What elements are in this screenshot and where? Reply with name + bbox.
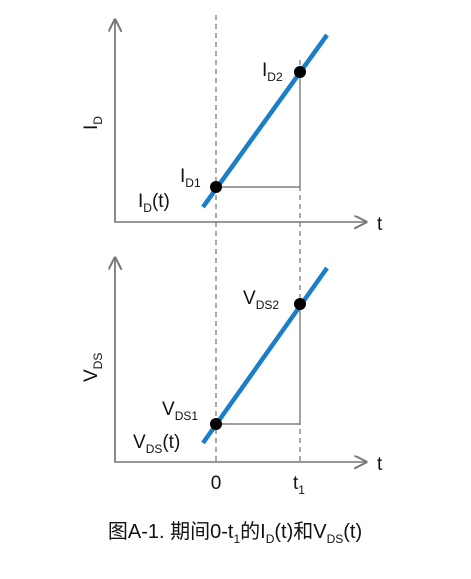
point-label: VDS1	[162, 399, 198, 423]
point-label: ID2	[262, 60, 283, 84]
y-label: ID	[81, 116, 105, 130]
caption-part: (t)	[343, 521, 362, 543]
point	[294, 66, 306, 78]
point	[294, 298, 306, 310]
caption-part: 图A-1. 期间0-t	[108, 520, 234, 543]
guide	[216, 304, 301, 425]
x-label: t	[377, 214, 383, 235]
caption-part: (t)和V	[274, 520, 327, 543]
point-label: VDS2	[243, 288, 279, 312]
point	[210, 418, 222, 430]
y-label: VDS	[81, 353, 105, 382]
id-line	[201, 33, 329, 209]
tick-label: t1	[293, 473, 305, 497]
caption-part: 1	[233, 532, 240, 546]
caption-part: DS	[327, 532, 344, 546]
x-label: t	[377, 454, 383, 475]
line-label: ID(t)	[138, 191, 170, 215]
tick-label: 0	[211, 473, 222, 494]
line-label: VDS(t)	[133, 432, 180, 456]
point-label: ID1	[180, 166, 201, 190]
point	[210, 181, 222, 193]
guide	[216, 72, 301, 188]
caption-part: D	[266, 532, 275, 546]
caption-part: 的I	[240, 520, 266, 543]
caption: 图A-1. 期间0-t1的ID(t)和VDS(t)	[108, 520, 362, 546]
axes	[114, 258, 366, 462]
vds-line	[201, 266, 329, 445]
